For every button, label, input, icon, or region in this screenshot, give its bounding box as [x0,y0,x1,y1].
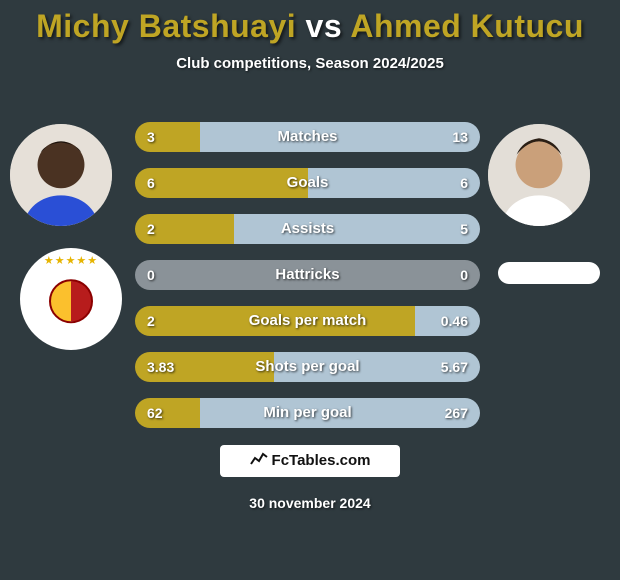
stat-row: Matches3 13 [135,122,480,152]
stat-label: Matches [135,122,480,152]
shield-icon [49,279,93,323]
stat-row: Min per goal62 267 [135,398,480,428]
stat-label: Min per goal [135,398,480,428]
stat-value-left: 0 [147,260,155,290]
title-player1: Michy Batshuayi [36,8,296,44]
stat-value-left: 2 [147,214,155,244]
comparison-infographic: Michy Batshuayi vs Ahmed Kutucu Club com… [0,0,620,580]
stat-row: Hattricks0 0 [135,260,480,290]
stat-value-right: 5 [460,214,468,244]
stat-label: Shots per goal [135,352,480,382]
player1-avatar [10,124,112,226]
stat-value-right: 0.46 [441,306,468,336]
comparison-chart: Matches313Goals66Assists25Hattricks00Goa… [135,122,480,444]
stat-label: Goals [135,168,480,198]
stat-row: Shots per goal3.83 5.67 [135,352,480,382]
stat-value-left: 62 [147,398,163,428]
stat-row: Assists2 5 [135,214,480,244]
page-title: Michy Batshuayi vs Ahmed Kutucu [0,0,620,45]
stat-value-left: 3 [147,122,155,152]
title-player2: Ahmed Kutucu [350,8,584,44]
chart-icon [250,445,268,477]
stat-value-left: 6 [147,168,155,198]
galatasaray-icon: ★★★★★ [20,248,122,350]
avatar-icon [10,124,112,226]
date-text: 30 november 2024 [0,495,620,511]
stars-icon: ★★★★★ [20,254,122,267]
stat-value-left: 3.83 [147,352,174,382]
stat-label: Goals per match [135,306,480,336]
source-text: FcTables.com [272,452,371,469]
stat-label: Assists [135,214,480,244]
stat-label: Hattricks [135,260,480,290]
stat-value-right: 0 [460,260,468,290]
subtitle: Club competitions, Season 2024/2025 [0,55,620,72]
stat-row: Goals6 6 [135,168,480,198]
stat-value-right: 6 [460,168,468,198]
stat-value-right: 13 [452,122,468,152]
title-vs: vs [306,8,343,44]
stat-value-left: 2 [147,306,155,336]
player2-club-badge [498,262,600,284]
stat-row: Goals per match2 0.46 [135,306,480,336]
stat-value-right: 267 [445,398,468,428]
player1-club-badge: ★★★★★ [20,248,122,350]
source-badge: FcTables.com [220,445,400,477]
player2-avatar [488,124,590,226]
avatar-icon [488,124,590,226]
stat-value-right: 5.67 [441,352,468,382]
